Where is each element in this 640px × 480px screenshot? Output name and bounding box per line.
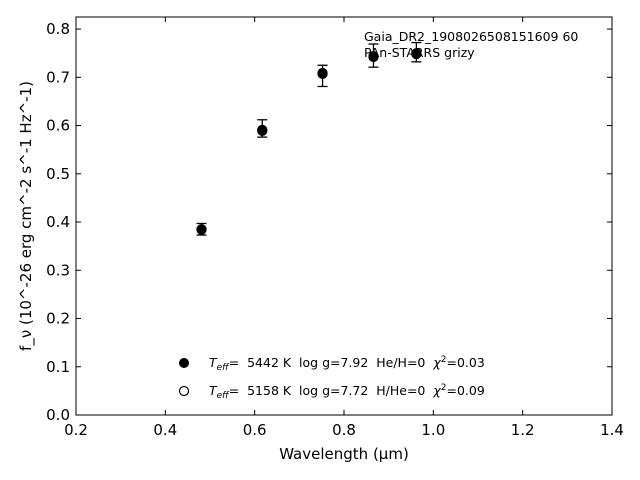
- x-tick-label: 1.2: [511, 421, 535, 439]
- y-axis: 0.0 0.1 0.2 0.3 0.4 0.5 0.6 0.7 0.8: [46, 20, 612, 424]
- legend-marker-open: [178, 385, 190, 397]
- x-tick-label: 0.2: [64, 421, 88, 439]
- model-point-open: [411, 48, 422, 59]
- legend-entry-2: Teff= 5158 K log g=7.72 H/He=0 χ2=0.09: [209, 383, 485, 401]
- y-tick-label: 0.7: [46, 68, 70, 86]
- annotation-line-1: Gaia_DR2_1908026508151609 60: [364, 29, 578, 44]
- y-tick-label: 0.2: [46, 310, 70, 328]
- model-point-open: [368, 50, 379, 62]
- x-axis-label: Wavelength (μm): [279, 445, 409, 463]
- y-axis-label: f_ν (10^-26 erg cm^-2 s^-1 Hz^-1): [17, 81, 36, 351]
- y-tick-label: 0.8: [46, 20, 70, 38]
- data-points: [196, 41, 422, 236]
- x-tick-label: 0.4: [153, 421, 177, 439]
- x-tick-label: 0.8: [332, 421, 356, 439]
- y-tick-label: 0.4: [46, 213, 70, 231]
- legend-marker-filled: [179, 358, 189, 368]
- y-tick-label: 0.5: [46, 165, 70, 183]
- y-tick-label: 0.0: [46, 406, 70, 424]
- x-tick-label: 0.6: [243, 421, 267, 439]
- y-tick-label: 0.6: [46, 117, 70, 135]
- legend: Teff= 5442 K log g=7.92 He/H=0 χ2=0.03 T…: [178, 355, 485, 401]
- model-point-open: [257, 125, 268, 136]
- y-tick-label: 0.1: [46, 358, 70, 376]
- x-tick-label: 1.4: [600, 421, 624, 439]
- x-axis: 0.2 0.4 0.6 0.8 1.0 1.2 1.4: [64, 17, 624, 439]
- y-tick-label: 0.3: [46, 261, 70, 279]
- annotation-line-2: PAn-STARRS grizy: [364, 45, 475, 60]
- x-tick-label: 1.0: [421, 421, 445, 439]
- legend-entry-1: Teff= 5442 K log g=7.92 He/H=0 χ2=0.03: [209, 355, 485, 373]
- model-point-open: [196, 224, 207, 235]
- model-point-open: [317, 68, 328, 80]
